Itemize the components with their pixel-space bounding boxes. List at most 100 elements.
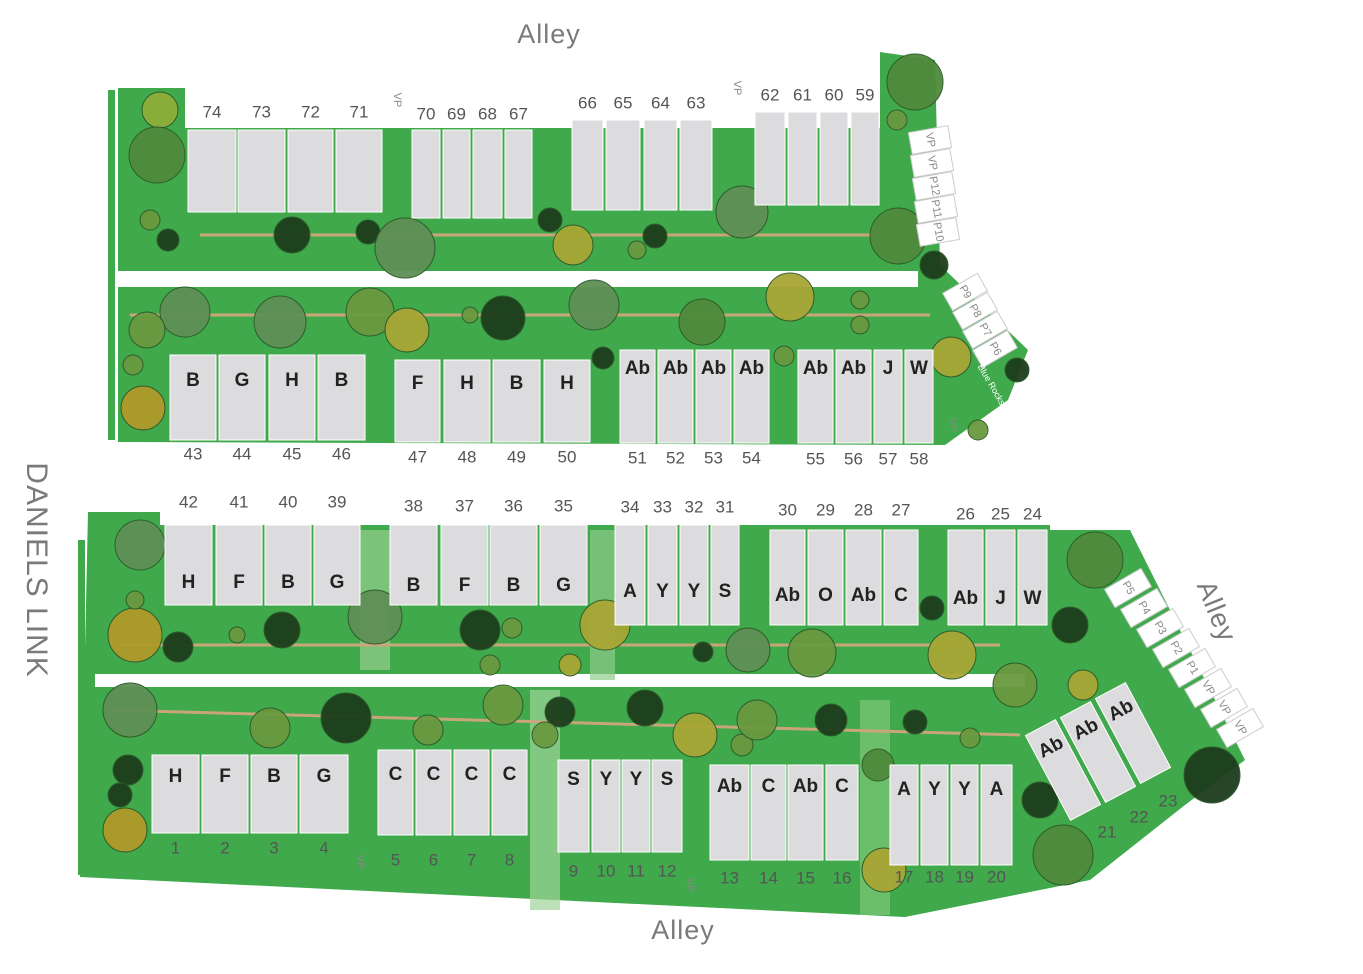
lot [904,349,934,444]
lot-type: W [910,358,928,379]
parking-label: VP [925,155,939,172]
lot-type: Y [688,581,701,602]
lot [591,759,621,853]
lot [750,764,787,861]
parking-box [1215,707,1265,749]
lot-type: F [219,766,231,787]
lot-type: W [1024,588,1042,609]
tree [886,109,908,131]
lot: Ab [1024,718,1102,822]
parking-space: P5 [1103,567,1153,609]
lot [787,111,818,206]
tree [1183,746,1241,804]
tree [992,662,1038,708]
parking-space: VP [907,125,953,155]
tree [1004,357,1030,383]
lot-number: 60 [825,85,844,104]
lot-number: 68 [478,104,497,123]
tree [128,126,186,184]
tree [320,692,372,744]
tree [531,721,559,749]
parking-box [911,171,957,201]
lot [218,354,266,441]
tree [627,240,647,260]
lot-type: C [465,764,479,785]
lot [264,524,312,606]
lot [1017,529,1048,626]
lot [491,749,528,836]
lot [825,764,859,861]
lot-number: 45 [283,444,302,463]
tree [384,307,430,353]
lot-number: 18 [925,867,944,886]
lot-type: G [556,575,571,596]
lot-type: G [235,370,250,391]
lot-type: G [317,766,332,787]
parking-space: P2 [1151,627,1201,669]
tree [886,53,944,111]
parking-box [907,125,953,155]
trees [102,53,1241,893]
lot [377,749,414,836]
parking-space: P9 [941,272,989,312]
lot-number: 47 [408,447,427,466]
lot-type: Ab [663,358,688,379]
parking-box [913,194,959,224]
lot-number: 49 [507,447,526,466]
lot-number: 26 [956,504,975,523]
lot-number: 14 [759,868,778,887]
lot-type: S [661,769,674,790]
lot [472,129,503,219]
parking-label: P11 [929,199,944,220]
road-strip [95,674,1025,687]
parking-space: VP [1215,707,1265,749]
lot [709,764,750,861]
parking-space: VP [1199,687,1249,729]
lot [440,524,489,606]
street-label: Alley [651,915,715,945]
parking-label: P2 [1168,639,1185,657]
tree [159,286,211,338]
lot-number: 25 [991,504,1010,523]
lot [769,529,806,626]
parking-space: P1 [1167,647,1217,689]
lot-type: Y [928,779,941,800]
lot-type: A [990,779,1004,800]
tree [459,609,501,651]
parking-space: P8 [951,291,999,331]
lot-number: 58 [910,449,929,468]
parking-label: P10 [930,221,945,242]
lot-number: 61 [793,85,812,104]
tree [107,607,163,663]
lot-type: Y [958,779,971,800]
lot-number: 20 [987,867,1006,886]
lot [543,359,591,443]
lot [651,759,683,853]
tree [122,354,144,376]
street-label: Alley [1191,576,1243,646]
parking-space: VP [1183,667,1233,709]
lot [947,529,984,626]
tree [374,217,436,279]
tree [930,336,972,378]
visitor-parking: VP [391,93,403,108]
tree [927,630,977,680]
tree [501,617,523,639]
tree [482,684,524,726]
parking-box [961,310,1009,350]
lot-number: 17 [895,867,914,886]
lot-type: F [412,373,424,394]
tree [125,590,145,610]
lot-type: Y [656,581,669,602]
tree [725,627,771,673]
tree [1032,824,1094,886]
parking-box [1151,627,1201,669]
lot-type: B [507,575,521,596]
lot [605,119,641,211]
lot-number: 73 [252,102,271,121]
parking-space: P12 [911,171,957,201]
lot [657,349,694,444]
tree [626,689,664,727]
lot [679,524,709,626]
